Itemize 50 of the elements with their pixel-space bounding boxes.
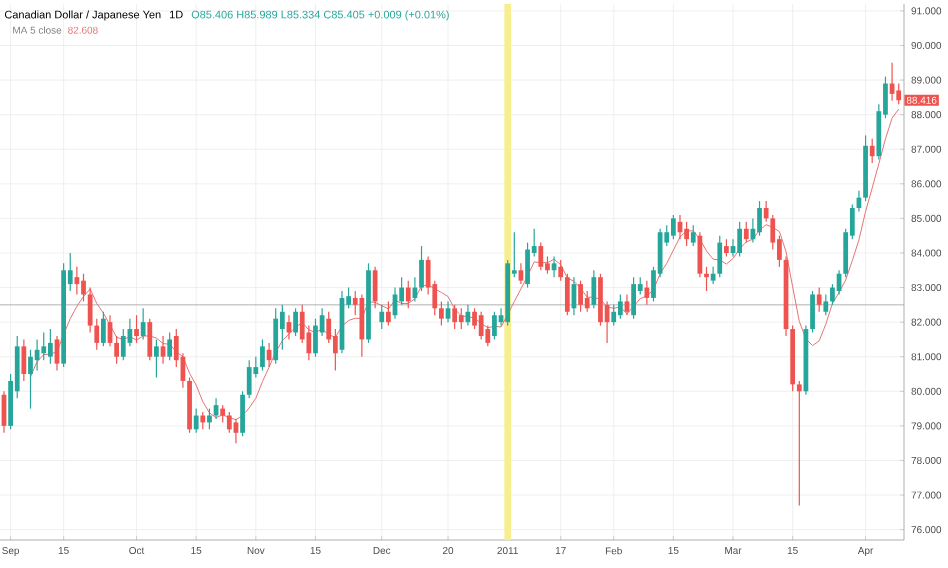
candlestick — [743, 221, 749, 244]
candlestick — [379, 304, 385, 330]
candlestick — [47, 328, 53, 365]
candlestick — [670, 214, 676, 240]
candlestick — [796, 380, 802, 507]
candlestick — [644, 280, 650, 306]
candlestick — [101, 311, 106, 347]
candlestick — [823, 293, 829, 316]
candlestick — [140, 307, 146, 341]
candlestick — [167, 331, 173, 361]
candlestick — [737, 221, 743, 258]
candlestick — [525, 242, 530, 289]
candlestick — [147, 318, 153, 361]
candlestick — [617, 293, 623, 320]
candlestick — [816, 286, 822, 313]
candlestick — [74, 266, 80, 296]
candlestick — [193, 407, 199, 434]
candlestick — [458, 307, 464, 330]
candlestick — [385, 300, 391, 327]
candlestick — [697, 231, 703, 278]
candlestick — [558, 259, 564, 282]
candlestick — [452, 304, 458, 330]
candlestick — [21, 338, 27, 382]
candlestick — [273, 307, 279, 365]
candlestick — [564, 273, 570, 316]
candlestick — [134, 314, 139, 344]
candlestick — [757, 200, 762, 237]
candlestick — [154, 338, 159, 379]
candlestick — [591, 269, 597, 309]
candlestick — [260, 338, 265, 372]
candlestick — [293, 307, 298, 337]
candlestick — [372, 266, 378, 309]
candlestick — [684, 221, 690, 247]
candlestick — [34, 338, 40, 372]
candlestick — [717, 235, 723, 278]
candlestick — [690, 224, 696, 247]
candlestick — [869, 138, 875, 164]
candlestick — [584, 290, 590, 313]
candlestick — [538, 242, 544, 271]
candlestick — [578, 280, 583, 313]
candlestick — [240, 390, 245, 437]
candlestick — [359, 293, 365, 358]
candlestick — [492, 311, 497, 341]
candlestick — [439, 300, 444, 327]
candlestick — [631, 276, 636, 320]
candlestick — [246, 359, 252, 399]
candlestick — [478, 311, 484, 341]
candlestick — [611, 304, 617, 327]
candlestick — [405, 280, 411, 309]
candlestick — [472, 307, 477, 330]
